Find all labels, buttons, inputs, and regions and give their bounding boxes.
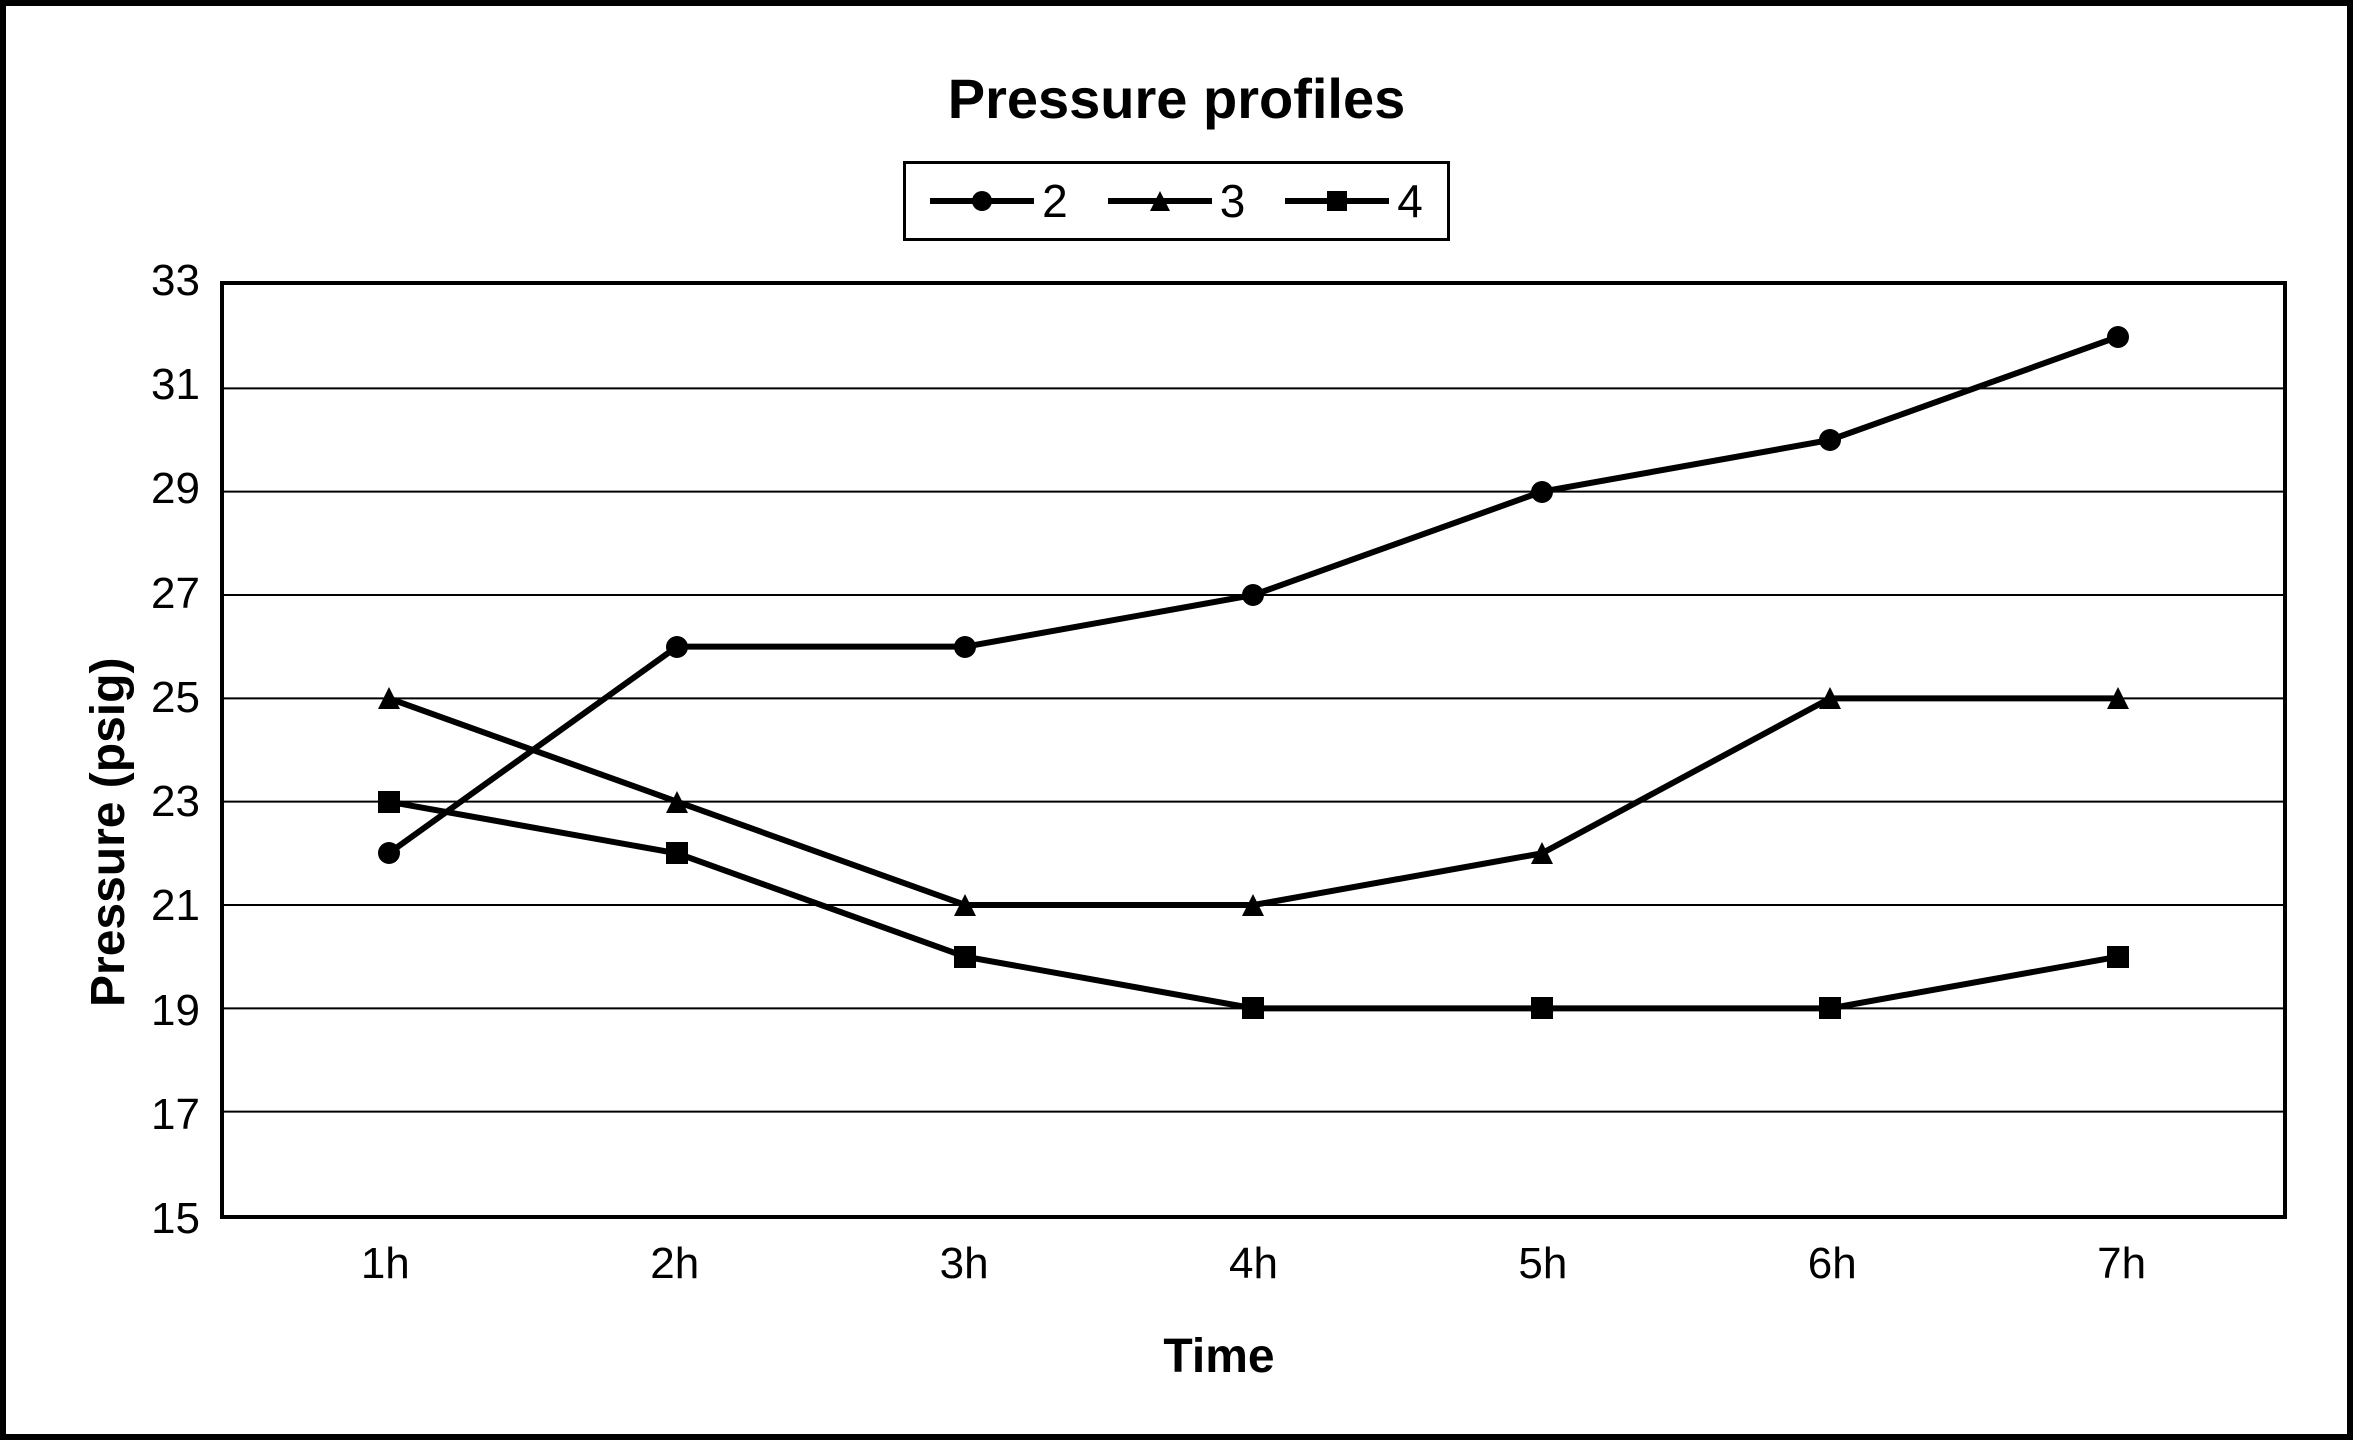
chart-title: Pressure profiles bbox=[948, 66, 1406, 131]
data-marker bbox=[378, 791, 400, 813]
chart-outer-frame: Pressure profiles 2 3 4 Pressure (psig) 33… bbox=[0, 0, 2353, 1440]
y-tick-column: 33312927252321191715 bbox=[151, 281, 220, 1219]
data-marker bbox=[1819, 429, 1841, 451]
data-marker bbox=[1242, 584, 1264, 606]
data-marker bbox=[1242, 997, 1264, 1019]
data-marker bbox=[954, 946, 976, 968]
plot-and-yticks: 33312927252321191715 bbox=[151, 281, 2287, 1219]
data-marker bbox=[2107, 946, 2129, 968]
legend-item: 2 bbox=[930, 174, 1068, 228]
data-marker bbox=[666, 791, 688, 813]
data-marker bbox=[954, 894, 976, 916]
plot-column: 33312927252321191715 1h 2h 3h 4h 5h 6h 7h Time bbox=[151, 281, 2287, 1384]
data-marker bbox=[378, 687, 400, 709]
x-tick-label: 7h bbox=[2097, 1239, 2146, 1289]
legend-label: 3 bbox=[1220, 174, 1246, 228]
x-tick-label: 4h bbox=[1229, 1239, 1278, 1289]
legend-label: 2 bbox=[1042, 174, 1068, 228]
x-tick-label: 5h bbox=[1518, 1239, 1567, 1289]
legend-label: 4 bbox=[1397, 174, 1423, 228]
plot-svg bbox=[224, 285, 2283, 1215]
data-marker bbox=[2107, 326, 2129, 348]
plot-wrap: Pressure (psig) 33312927252321191715 1h 2… bbox=[66, 281, 2287, 1384]
legend-marker-icon bbox=[930, 187, 1034, 215]
x-tick-label: 6h bbox=[1808, 1239, 1857, 1289]
legend-item: 4 bbox=[1285, 174, 1423, 228]
data-marker bbox=[378, 842, 400, 864]
legend-marker-icon bbox=[1285, 187, 1389, 215]
x-axis-label: Time bbox=[151, 1329, 2287, 1384]
plot-area bbox=[220, 281, 2287, 1219]
data-marker bbox=[1819, 687, 1841, 709]
legend: 2 3 4 bbox=[903, 161, 1450, 241]
data-marker bbox=[954, 636, 976, 658]
data-marker bbox=[2107, 687, 2129, 709]
x-tick-label: 3h bbox=[940, 1239, 989, 1289]
legend-marker-icon bbox=[1108, 187, 1212, 215]
data-marker bbox=[666, 636, 688, 658]
x-tick-label: 2h bbox=[650, 1239, 699, 1289]
y-axis-label: Pressure (psig) bbox=[66, 281, 151, 1384]
data-marker bbox=[1531, 481, 1553, 503]
x-tick-row: 1h 2h 3h 4h 5h 6h 7h bbox=[151, 1239, 2287, 1299]
data-marker bbox=[1242, 894, 1264, 916]
data-marker bbox=[666, 842, 688, 864]
data-marker bbox=[1531, 842, 1553, 864]
legend-item: 3 bbox=[1108, 174, 1246, 228]
data-marker bbox=[1819, 997, 1841, 1019]
x-tick-label: 1h bbox=[361, 1239, 410, 1289]
data-marker bbox=[1531, 997, 1553, 1019]
